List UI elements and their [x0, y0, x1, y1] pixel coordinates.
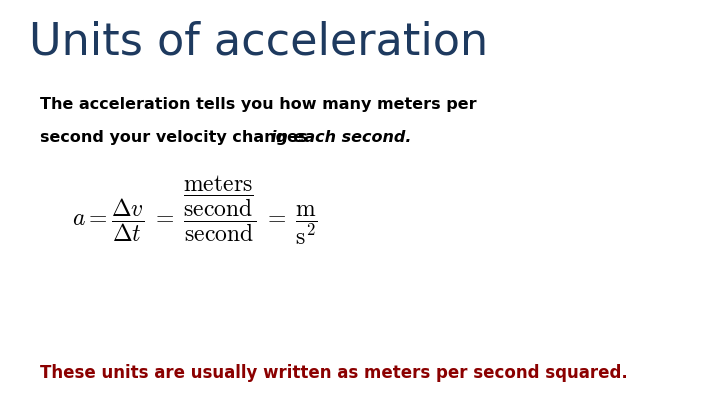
Text: The acceleration tells you how many meters per: The acceleration tells you how many mete… — [40, 97, 476, 112]
Text: $a = \dfrac{\Delta v}{\Delta t} \;=\; \dfrac{\dfrac{\mathrm{meters}}{\mathrm{sec: $a = \dfrac{\Delta v}{\Delta t} \;=\; \d… — [72, 174, 318, 247]
Text: Units of acceleration: Units of acceleration — [29, 20, 488, 63]
Text: in each second.: in each second. — [271, 130, 412, 145]
Text: second your velocity changes: second your velocity changes — [40, 130, 312, 145]
Text: These units are usually written as meters per second squared.: These units are usually written as meter… — [40, 364, 627, 382]
